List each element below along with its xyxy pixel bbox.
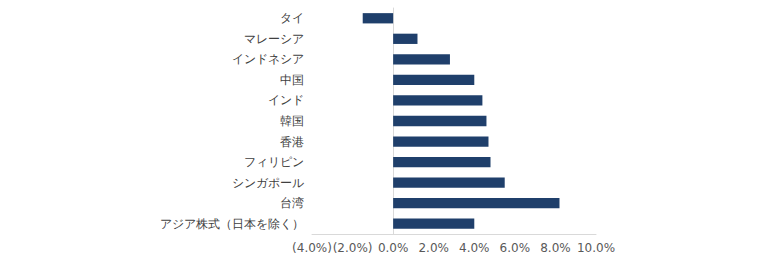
svg-text:フィリピン: フィリピン: [244, 155, 304, 169]
svg-text:(2.0%): (2.0%): [333, 241, 373, 255]
svg-text:10.0%: 10.0%: [577, 241, 615, 255]
svg-text:マレーシア: マレーシア: [244, 32, 304, 46]
svg-text:インドネシア: インドネシア: [232, 52, 304, 66]
svg-text:アジア株式（日本を除く）: アジア株式（日本を除く）: [160, 217, 304, 231]
svg-text:香港: 香港: [280, 135, 304, 149]
svg-text:8.0%: 8.0%: [540, 241, 571, 255]
svg-text:シンガポール: シンガポール: [232, 176, 304, 190]
svg-text:韓国: 韓国: [280, 114, 304, 128]
svg-text:6.0%: 6.0%: [500, 241, 531, 255]
svg-text:4.0%: 4.0%: [459, 241, 490, 255]
svg-text:タイ: タイ: [280, 11, 304, 25]
svg-text:(4.0%): (4.0%): [292, 241, 332, 255]
svg-text:0.0%: 0.0%: [378, 241, 409, 255]
svg-text:中国: 中国: [280, 73, 304, 87]
svg-text:インド: インド: [268, 93, 304, 107]
svg-text:2.0%: 2.0%: [418, 241, 449, 255]
svg-text:台湾: 台湾: [280, 196, 304, 210]
